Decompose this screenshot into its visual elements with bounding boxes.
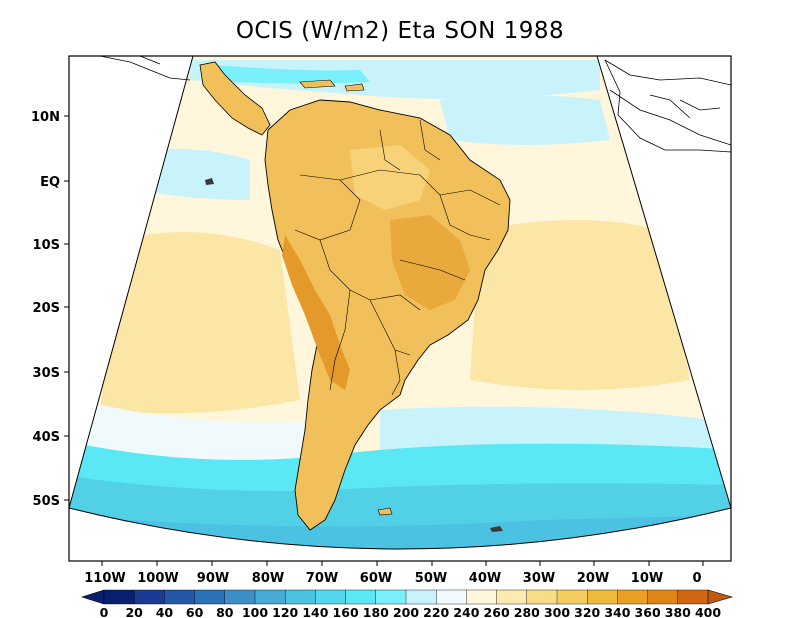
colorbar-swatch xyxy=(375,589,407,605)
colorbar-swatch xyxy=(133,589,165,605)
lon-label-10w: 10W xyxy=(631,571,663,586)
colorbar-swatch xyxy=(436,589,467,605)
colorbar-tick-label: 100 xyxy=(242,605,268,618)
atlantic-pale-band xyxy=(440,95,610,145)
colorbar-tick-label: 180 xyxy=(363,605,389,618)
colorbar-tick-label: 300 xyxy=(544,605,570,618)
south-georgia xyxy=(490,526,503,532)
colorbar-tick-label: 120 xyxy=(272,605,298,618)
colorbar-swatch xyxy=(345,589,377,605)
caribbean-island-2 xyxy=(344,83,365,92)
colorbar-tick-label: 160 xyxy=(333,605,359,618)
lon-axis: 110W 100W 90W 80W 70W 60W 50W 40W 30W 20… xyxy=(84,561,704,586)
brazil-interior-shading xyxy=(390,215,470,310)
colorbar-tick-label: 200 xyxy=(393,605,419,618)
galapagos xyxy=(205,178,214,185)
lon-label-60w: 60W xyxy=(360,571,392,586)
falkland-islands xyxy=(377,507,393,516)
colorbar-tick-label: 260 xyxy=(484,605,510,618)
north-cyan-band xyxy=(200,64,370,84)
lat-axis: 10N EQ 10S 20S 30S 40S 50S xyxy=(31,110,69,509)
colorbar-min-arrow xyxy=(81,589,105,605)
colorbar-tick-label: 40 xyxy=(156,605,174,618)
lat-label-10n: 10N xyxy=(31,110,60,125)
plot-frame xyxy=(68,55,732,562)
lat-label-50s: 50S xyxy=(33,494,60,509)
colorbar-tick-label: 0 xyxy=(100,605,109,618)
colorbar-swatch xyxy=(285,589,316,605)
colorbar-swatch xyxy=(315,589,347,605)
lat-label-10s: 10S xyxy=(33,238,60,253)
caribbean-island xyxy=(299,79,336,89)
lon-label-0: 0 xyxy=(692,571,701,586)
outline-land-outside xyxy=(99,56,731,153)
south-atlantic-field xyxy=(470,220,690,390)
colorbar-swatch xyxy=(254,589,286,605)
lon-label-100w: 100W xyxy=(137,571,178,586)
south-pale-band-west xyxy=(80,400,330,463)
southern-ocean-deep xyxy=(69,515,731,549)
colorbar-swatch xyxy=(556,589,588,605)
lon-label-80w: 80W xyxy=(252,571,284,586)
colorbar-tick-label: 280 xyxy=(514,605,540,618)
colorbar-tick-label: 20 xyxy=(125,605,143,618)
lat-label-40s: 40S xyxy=(33,430,60,445)
colorbar-tick-label: 360 xyxy=(635,605,661,618)
colorbar-swatch xyxy=(647,589,679,605)
projection-boundary xyxy=(68,55,732,550)
colorbar-swatch xyxy=(164,589,196,605)
lon-label-50w: 50W xyxy=(415,571,447,586)
colorbar-swatch xyxy=(526,589,558,605)
lon-label-90w: 90W xyxy=(197,571,229,586)
amazon-lighter-shading xyxy=(350,145,430,210)
colorbar-swatch xyxy=(194,589,226,605)
colorbar-tick-label: 320 xyxy=(574,605,600,618)
colorbar-tick-label: 220 xyxy=(423,605,449,618)
colorbar-swatch xyxy=(617,589,649,605)
colorbar-swatch xyxy=(224,589,256,605)
colorbar: 0 20 40 60 80 100 120 140 160 180 200 220 240 260 280 3… xyxy=(81,589,734,618)
colorbar-max-arrow xyxy=(707,589,734,605)
lon-label-70w: 70W xyxy=(306,571,338,586)
pacific-pale-band xyxy=(140,148,250,200)
colorbar-swatch xyxy=(103,589,135,605)
colorbar-swatch xyxy=(587,589,618,605)
colorbar-swatch xyxy=(405,589,437,605)
colorbar-tick-label: 60 xyxy=(186,605,204,618)
shaded-field xyxy=(69,56,731,549)
lon-label-30w: 30W xyxy=(523,571,555,586)
se-pacific-field xyxy=(100,232,300,414)
colorbar-tick-label: 400 xyxy=(695,605,721,618)
map-title: OCIS (W/m2) Eta SON 1988 xyxy=(235,18,565,44)
colorbar-swatch xyxy=(466,589,498,605)
lon-label-110w: 110W xyxy=(84,571,125,586)
lon-label-40w: 40W xyxy=(469,571,501,586)
colorbar-swatch xyxy=(677,589,709,605)
andes-shading xyxy=(282,235,350,390)
lon-label-20w: 20W xyxy=(577,571,609,586)
lat-label-eq: EQ xyxy=(40,175,60,190)
colorbar-tick-label: 380 xyxy=(665,605,691,618)
central-america xyxy=(199,61,271,136)
colorbar-swatch xyxy=(496,589,528,605)
lat-label-30s: 30S xyxy=(33,366,60,381)
colorbar-tick-label: 80 xyxy=(216,605,234,618)
colorbar-tick-label: 140 xyxy=(302,605,328,618)
colorbar-tick-label: 240 xyxy=(453,605,479,618)
colorbar-tick-label: 340 xyxy=(604,605,630,618)
lat-label-20s: 20S xyxy=(33,301,60,316)
country-borders xyxy=(294,119,501,396)
